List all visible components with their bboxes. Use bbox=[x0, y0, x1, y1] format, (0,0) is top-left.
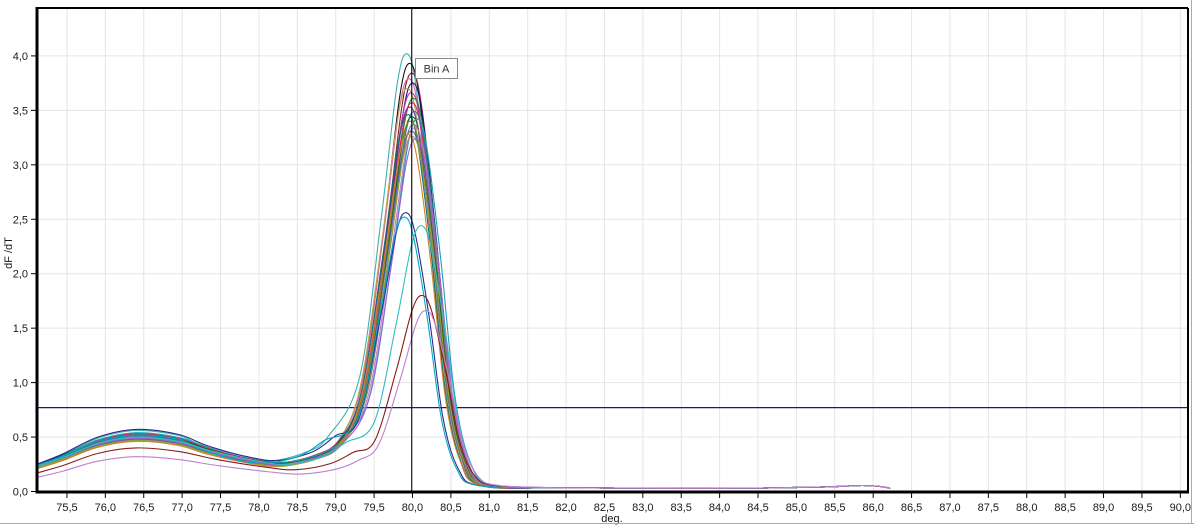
x-tick-label: 77,5 bbox=[210, 502, 231, 514]
melt-curve-sample-07[interactable] bbox=[36, 92, 891, 489]
x-tick-label: 78,0 bbox=[248, 502, 269, 514]
x-tick-label: 81,5 bbox=[517, 502, 538, 514]
y-tick-label: 4,0 bbox=[13, 51, 28, 63]
y-tick-label: 1,0 bbox=[13, 378, 28, 390]
x-tick-label: 87,0 bbox=[939, 502, 960, 514]
x-tick-label: 80,0 bbox=[402, 502, 423, 514]
x-axis-title: deg. bbox=[601, 513, 622, 525]
x-tick-label: 84,5 bbox=[747, 502, 768, 514]
bin-label-text: Bin A bbox=[424, 64, 450, 76]
x-tick-label: 85,0 bbox=[786, 502, 807, 514]
y-tick-label: 0,5 bbox=[13, 432, 28, 444]
x-tick-label: 76,0 bbox=[95, 502, 116, 514]
y-tick-label: 2,5 bbox=[13, 214, 28, 226]
axes bbox=[31, 7, 1189, 498]
melt-curve-sample-04[interactable] bbox=[36, 78, 891, 489]
panel-border-right bbox=[1191, 0, 1192, 524]
x-tick-label: 83,5 bbox=[671, 502, 692, 514]
bin-label-box[interactable] bbox=[415, 58, 458, 79]
x-tick-label: 86,5 bbox=[901, 502, 922, 514]
y-axis-title: dF /dT bbox=[3, 237, 15, 269]
melt-curve-sample-26[interactable] bbox=[36, 310, 891, 489]
x-tick-label: 76,5 bbox=[133, 502, 154, 514]
x-tick-label: 85,5 bbox=[824, 502, 845, 514]
melt-curve-sample-10[interactable] bbox=[36, 106, 891, 489]
x-tick-label: 79,0 bbox=[325, 502, 346, 514]
x-tick-label: 89,5 bbox=[1131, 502, 1152, 514]
x-tick-label: 79,5 bbox=[363, 502, 384, 514]
gridlines bbox=[37, 8, 1188, 492]
curve-series bbox=[36, 53, 891, 489]
x-tick-label: 88,0 bbox=[1016, 502, 1037, 514]
axis-tick-labels: 75,5 76,0 76,5 77,0 77,5 78,0 78,5 79,0 79,5 80,0… bbox=[13, 51, 1191, 514]
panel-border-bottom bbox=[0, 523, 1194, 524]
x-tick-label: 77,0 bbox=[171, 502, 192, 514]
x-tick-label: 82,0 bbox=[555, 502, 576, 514]
x-tick-label: 78,5 bbox=[287, 502, 308, 514]
x-tick-label: 90,0 bbox=[1170, 502, 1191, 514]
melt-curve-sample-05[interactable] bbox=[36, 82, 891, 489]
x-tick-label: 81,0 bbox=[479, 502, 500, 514]
x-tick-label: 82,5 bbox=[594, 502, 615, 514]
melt-curve-sample-03[interactable] bbox=[36, 72, 891, 489]
y-tick-label: 1,5 bbox=[13, 323, 28, 335]
y-tick-label: 0,0 bbox=[13, 487, 28, 499]
x-tick-label: 88,5 bbox=[1054, 502, 1075, 514]
y-tick-label: 3,5 bbox=[13, 105, 28, 117]
melt-curve-sample-02[interactable] bbox=[36, 62, 891, 489]
melt-curve-sample-06[interactable] bbox=[36, 88, 891, 489]
melt-curve-sample-08[interactable] bbox=[36, 97, 891, 489]
y-tick-label: 3,0 bbox=[13, 160, 28, 172]
x-tick-label: 86,0 bbox=[862, 502, 883, 514]
x-tick-label: 75,5 bbox=[56, 502, 77, 514]
melt-curve-sample-09[interactable] bbox=[36, 102, 891, 489]
x-tick-label: 87,5 bbox=[978, 502, 999, 514]
melt-curve-sample-16[interactable] bbox=[36, 123, 891, 489]
x-tick-label: 84,0 bbox=[709, 502, 730, 514]
y-tick-label: 2,0 bbox=[13, 269, 28, 281]
x-tick-label: 89,0 bbox=[1093, 502, 1114, 514]
melt-curve-sample-01[interactable] bbox=[36, 53, 891, 489]
x-tick-label: 80,5 bbox=[440, 502, 461, 514]
x-tick-label: 83,0 bbox=[632, 502, 653, 514]
melt-curve-sample-17[interactable] bbox=[36, 127, 891, 489]
bin-label[interactable]: Bin A bbox=[415, 58, 458, 79]
